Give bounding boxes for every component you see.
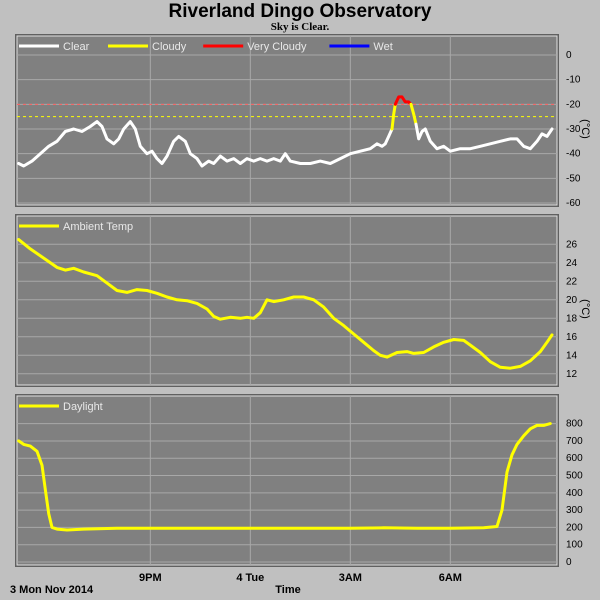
panel-cloud: 0 -10 -20 -30 -40 -50 -60 (°C) Clear Cloudy Very C… — [15, 34, 591, 209]
y-tick-label: 0 — [566, 50, 572, 61]
footer-date: 3 Mon Nov 2014 — [10, 584, 94, 596]
legend-label: Cloudy — [152, 41, 187, 53]
y-unit-label: (°C) — [579, 119, 591, 139]
series-line-cloudy — [409, 102, 418, 126]
y-tick-label: 20 — [566, 295, 578, 306]
panel-daylight: 800 700 600 500 400 300 200 100 0 Daylight — [15, 394, 583, 568]
y-tick-label: 200 — [566, 522, 583, 533]
legend-label: Wet — [373, 41, 392, 53]
series-line-daylight — [17, 422, 552, 532]
x-tick-label: 6AM — [439, 572, 462, 584]
x-tick-label: 4 Tue — [236, 572, 264, 584]
y-tick-label: 18 — [566, 313, 578, 324]
y-tick-label: 700 — [566, 436, 583, 447]
x-axis: 9PM 4 Tue 3AM 6AM — [139, 572, 462, 584]
legend-label: Very Cloudy — [247, 41, 307, 53]
chart-title: Riverland Dingo Observatory — [168, 1, 432, 22]
y-tick-label: 24 — [566, 258, 578, 269]
panels-group: 0 -10 -20 -30 -40 -50 -60 (°C) Clear Cloudy Very C… — [15, 34, 591, 568]
y-tick-label: 400 — [566, 488, 583, 499]
series-line-very-cloudy — [393, 95, 413, 106]
y-tick-label: 500 — [566, 471, 583, 482]
y-tick-label: 12 — [566, 369, 578, 380]
y-tick-label: -10 — [566, 75, 581, 86]
y-tick-label: 26 — [566, 239, 578, 250]
sky-status: Sky is Clear. — [270, 21, 330, 33]
panel-background — [16, 215, 558, 386]
series-line-clear — [17, 120, 394, 168]
legend-label: Daylight — [63, 401, 103, 413]
y-tick-label: -20 — [566, 99, 581, 110]
y-tick-label: 600 — [566, 453, 583, 464]
y-tick-label: 22 — [566, 276, 578, 287]
panel-ambient: 26 24 22 20 18 16 14 12 (°C) Ambient Temp — [15, 214, 591, 387]
y-tick-label: 800 — [566, 419, 583, 430]
y-tick-label: -30 — [566, 124, 581, 135]
x-axis-label: Time — [275, 584, 300, 596]
y-tick-label: 14 — [566, 350, 578, 361]
y-tick-label: -50 — [566, 173, 581, 184]
y-unit-label: (°C) — [579, 299, 591, 319]
series-line-ambient-temp — [17, 238, 554, 370]
series-line-clear — [414, 122, 554, 153]
y-tick-label: -40 — [566, 149, 581, 160]
legend-label: Ambient Temp — [63, 221, 133, 233]
x-tick-label: 9PM — [139, 572, 162, 584]
panel-background — [16, 395, 558, 566]
y-tick-label: 0 — [566, 557, 572, 568]
legend-label: Clear — [63, 41, 90, 53]
y-tick-label: 100 — [566, 540, 583, 551]
panel-background — [16, 35, 558, 206]
series-line-cloudy — [390, 102, 397, 131]
y-tick-label: 16 — [566, 332, 578, 343]
x-tick-label: 3AM — [339, 572, 362, 584]
y-tick-label: -60 — [566, 198, 581, 209]
y-tick-label: 300 — [566, 505, 583, 516]
